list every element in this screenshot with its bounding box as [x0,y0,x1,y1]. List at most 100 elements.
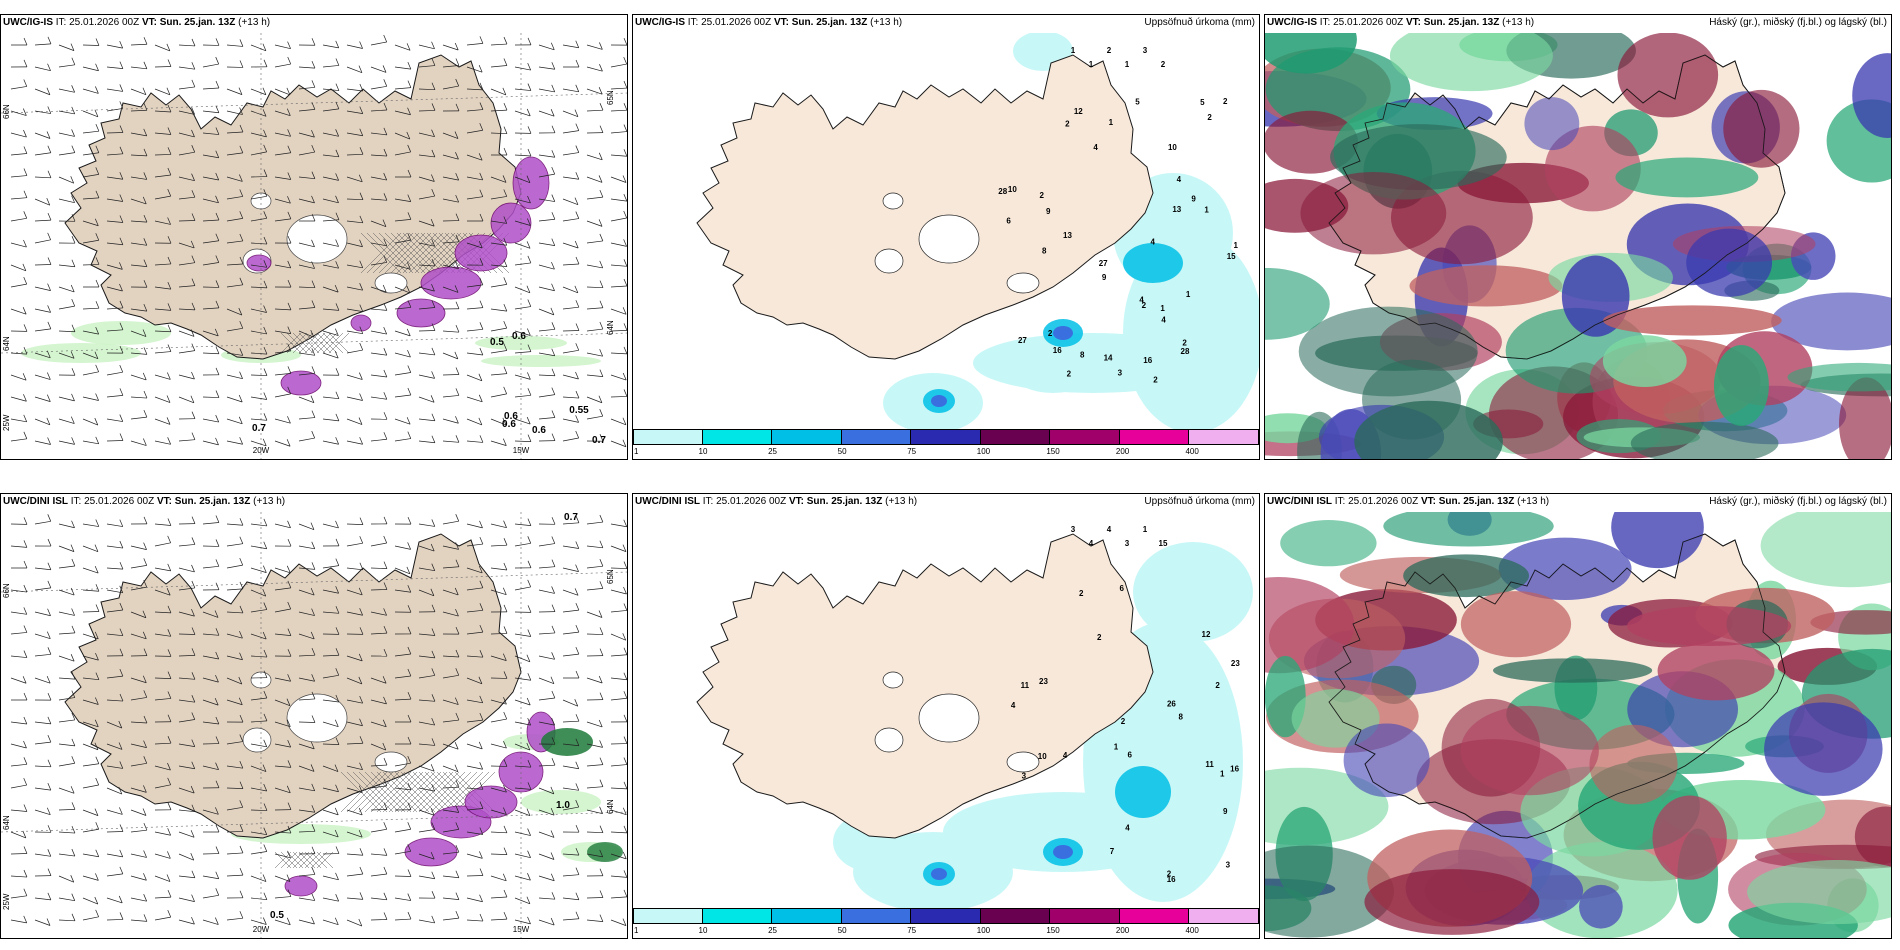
wind-map[interactable]: 66N 64N 25W 65N 64N 20W 15W 0.7 0.6 0.5 0.6 0.6 0.55… [1,33,627,459]
wind-barb-flag [622,307,627,315]
hatch-line [430,771,472,813]
wind-barb-flag [191,712,196,720]
wind-barb-flag [263,783,268,792]
precip-map[interactable]: 1 1 2 1 3 2 2 2 2 2 9 16 15 13 9 16 27 28 27 4 13 5 6 2 1 1 2 2 2 28 4… [633,33,1259,429]
precip-value: 2 [1121,717,1126,726]
wind-barb [298,437,315,442]
wind-barb-flag [166,417,171,425]
wind-barb-flag [167,736,172,744]
colorbar-segment [1189,429,1259,445]
wind-barb [34,352,51,359]
wind-barb [346,897,363,900]
wind-barb [34,264,52,266]
wind-barb-flag [551,758,556,766]
wind-barb-flag [47,283,51,291]
cloud-layer [1298,306,1478,397]
wind-barb-flag [431,129,435,137]
wind-barb-flag [239,60,244,68]
wind-barb [82,523,99,527]
wind-barb-flag [431,891,436,899]
wind-barb-flag [455,213,460,221]
wind-barb [610,896,627,899]
wind-barb-flag [47,608,51,616]
colorbar-segment [841,429,912,445]
wind-barb [154,330,171,333]
wind-barb [466,719,483,723]
wind-barb [58,88,75,93]
wind-barb-flag [46,131,51,139]
wind-barb [370,809,388,811]
wind-barb-flag [599,757,604,765]
wind-barb [322,44,339,49]
wind-barb-flag [46,631,51,639]
wind-barb [298,523,315,530]
wind-barb [418,675,435,679]
wind-barb [58,44,75,51]
wind-barb-flag [575,624,580,633]
cloud-map[interactable] [1265,33,1891,459]
wind-barb [466,440,483,443]
precip-value: 5 [1200,98,1205,107]
wind-barb [490,589,507,596]
wind-barb-flag [334,917,339,925]
wind-barb [370,828,387,833]
wind-barb [10,831,26,839]
wind-barb [562,110,579,117]
wind-barb-flag [191,79,196,88]
wind-barb [10,418,27,423]
hatch-line [402,232,444,274]
wind-barb-flag [623,561,627,569]
wind-barb-flag [263,211,268,219]
wind-barb [346,264,363,269]
hatch-line [310,851,328,869]
wind-barb-flag [527,782,532,790]
wind-barb-flag [95,777,100,786]
wind-barb [466,374,483,382]
wind-barb-flag [286,108,291,116]
wind-barb [106,418,123,422]
wind-barb [538,352,555,357]
wind-barb-flag [143,259,148,267]
wind-barb [562,631,579,635]
graticule-lat [1,571,627,593]
wind-barb-flag [22,676,27,684]
panel-precip-row2: UWC/DINI ISL IT: 25.01.2026 00Z VT: Sun.… [632,493,1260,939]
wind-barb [442,154,459,160]
wind-barb-flag [551,322,556,330]
wind-barb [130,545,147,550]
wind-barb-flag [575,825,580,833]
precip-value: 4 [1063,751,1068,760]
wind-barb [418,545,435,552]
wind-barb-flag [335,239,339,247]
wind-barb [586,286,604,289]
wind-barb-flag [263,892,268,900]
wind-barb-flag [431,413,436,421]
colorbar-segment [980,908,1051,924]
hatch-line [418,771,460,813]
wind-barb [250,609,267,613]
wind-barb [466,875,484,877]
wind-barb-flag [335,668,340,676]
wind-barb-flag [527,717,532,726]
wind-barb [10,589,27,593]
wind-barb [514,743,530,751]
wind-barb [538,374,555,377]
precip-map[interactable]: 3 4 4 3 1 15 9 11 12 2 2 2 23 10 6 7 6 26 8 16 4 11 3 2 3 4 1 2 1 4 23… [633,512,1259,908]
hatch-line [442,771,484,813]
wind-barb-flag [167,828,171,836]
wind-barb [274,787,291,794]
wind-barb [178,350,195,354]
cloud-layer [1460,591,1572,658]
wind-barb [178,831,195,838]
cloud-layer [1602,305,1782,336]
wind-barb-flag [598,175,603,183]
cloud-map[interactable] [1265,512,1891,938]
wind-barb [178,611,195,617]
wind-barb-flag [215,80,220,89]
wind-barb-flag [119,519,124,527]
precip-value: 10 [1168,143,1177,152]
wind-map[interactable]: 66N 64N 25W 65N 64N 20W 15W 0.7 1.0 0.5 [1,512,627,938]
wind-barb-flag [599,42,603,50]
wind-barb-flag [23,37,28,46]
wind-barb [514,110,531,117]
